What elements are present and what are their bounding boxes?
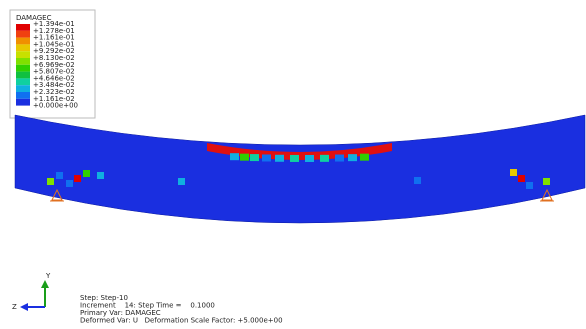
damage-cell — [230, 153, 239, 160]
legend-swatch — [16, 78, 30, 85]
legend-swatch — [16, 99, 30, 106]
damage-cell — [414, 177, 421, 184]
legend-swatch — [16, 85, 30, 92]
damage-cell — [305, 155, 314, 162]
triad-z-label: Z — [12, 303, 17, 311]
damage-cell — [335, 155, 344, 162]
damage-cell — [290, 155, 299, 162]
legend-swatch — [16, 58, 30, 65]
damage-cell — [178, 178, 185, 185]
legend-swatch — [16, 72, 30, 79]
damage-cell — [56, 172, 63, 179]
damage-cell — [240, 154, 249, 161]
damage-cell — [543, 178, 550, 185]
legend-swatch — [16, 38, 30, 45]
legend-label: +0.000e+00 — [33, 102, 78, 110]
damage-cell — [360, 154, 369, 161]
damage-cell — [66, 180, 73, 187]
legend-swatch — [16, 51, 30, 58]
damage-cell — [526, 182, 533, 189]
legend-swatch — [16, 44, 30, 51]
damage-cell — [518, 175, 525, 182]
viewport: DAMAGEC +1.394e-01+1.278e-01+1.161e-01+1… — [0, 0, 586, 329]
damage-cell — [83, 170, 90, 177]
damage-cell — [250, 154, 259, 161]
legend: DAMAGEC +1.394e-01+1.278e-01+1.161e-01+1… — [10, 10, 95, 118]
info-line: Deformed Var: U Deformation Scale Factor… — [80, 317, 283, 325]
triad-y-label: Y — [45, 272, 51, 280]
legend-swatch — [16, 24, 30, 31]
damage-cell — [348, 154, 357, 161]
damage-cell — [320, 155, 329, 162]
damage-cell — [74, 175, 81, 182]
damage-cell — [510, 169, 517, 176]
legend-swatch — [16, 92, 30, 99]
damage-cell — [275, 155, 284, 162]
damage-cell — [262, 154, 271, 161]
damage-cell — [97, 172, 104, 179]
damage-cell — [118, 175, 125, 182]
damage-cell — [47, 178, 54, 185]
legend-swatch — [16, 31, 30, 38]
legend-swatch — [16, 65, 30, 72]
